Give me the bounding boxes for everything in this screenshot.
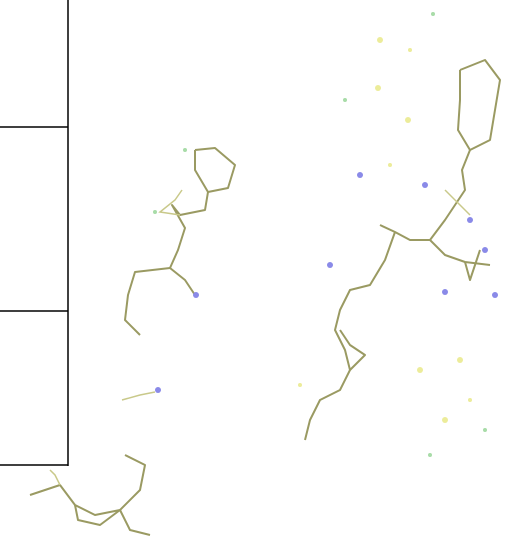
- molecule-right: [298, 12, 501, 457]
- molecule-left: [29, 147, 236, 536]
- frame-lines: [0, 0, 69, 466]
